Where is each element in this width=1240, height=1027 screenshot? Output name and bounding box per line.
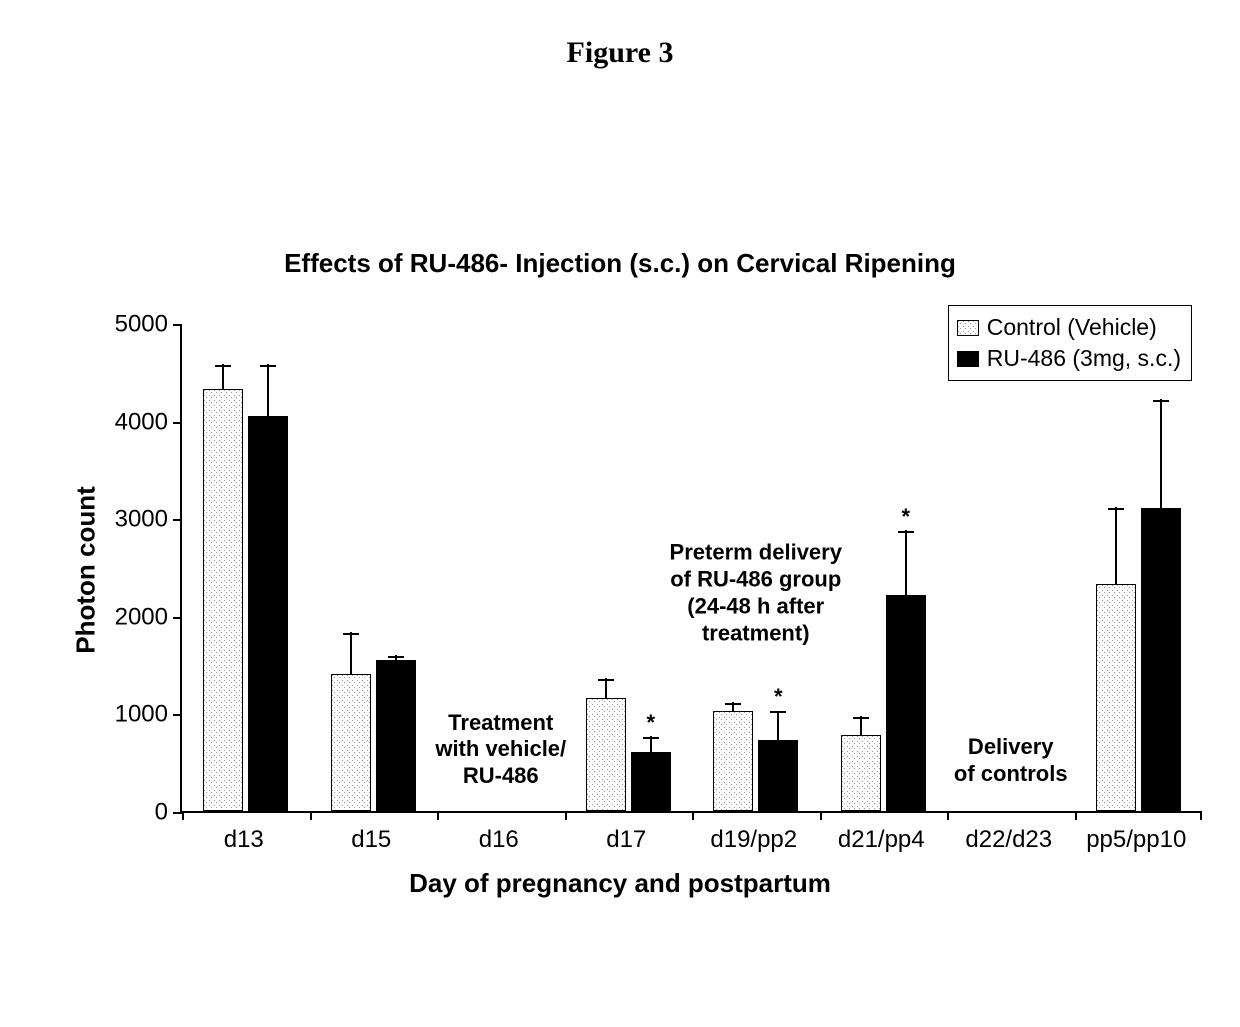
y-axis-title: Photon count [71,486,102,654]
bar-control [331,674,371,811]
legend-swatch [957,351,979,367]
error-cap [898,531,914,533]
y-tick-label: 4000 [115,408,168,436]
plot-area: * * * Treatmentwith vehicle/RU-486 Preterm d… [180,325,1200,813]
x-axis-title: Day of pregnancy and postpartum [0,868,1240,899]
bar-treatment [376,660,416,811]
y-tick [173,617,182,619]
figure-number: Figure 3 [0,36,1240,70]
x-tick [565,811,567,820]
x-tick-label: d17 [606,826,646,854]
error-bar [350,632,352,674]
bar-treatment [1141,508,1181,811]
significance-star: * [646,710,655,736]
y-tick-label: 0 [155,798,168,826]
x-tick [437,811,439,820]
y-tick-label: 5000 [115,310,168,338]
error-bar [267,364,269,416]
y-tick [173,714,182,716]
bar-control [586,698,626,811]
x-tick-label: d16 [479,826,519,854]
bar-control [713,711,753,811]
error-bar [222,364,224,389]
x-tick [1200,811,1202,820]
x-tick [182,811,184,820]
x-tick [947,811,949,820]
bar-control [1096,584,1136,811]
x-tick-label: d13 [224,826,264,854]
y-tick [173,519,182,521]
x-tick-label: pp5/pp10 [1086,826,1186,854]
page-root: Figure 3 Effects of RU-486- Injection (s… [0,0,1240,1027]
bar-treatment [758,740,798,811]
error-cap [388,656,404,658]
legend-swatch [957,320,979,336]
error-bar [905,530,907,595]
x-tick-label: d19/pp2 [710,826,797,854]
legend-item: RU-486 (3mg, s.c.) [957,343,1181,374]
error-cap [770,711,786,713]
legend: Control (Vehicle)RU-486 (3mg, s.c.) [948,305,1192,381]
bar-treatment [248,416,288,811]
error-cap [215,365,231,367]
y-tick [173,422,182,424]
y-tick [173,812,182,814]
bar-treatment [631,752,671,811]
bar-control [203,389,243,811]
error-cap [1153,400,1169,402]
chart-title: Effects of RU-486- Injection (s.c.) on C… [0,248,1240,279]
bar-control [841,735,881,811]
x-tick [820,811,822,820]
annotation: Preterm deliveryof RU-486 group(24-48 h … [670,540,842,647]
error-cap [725,703,741,705]
error-cap [643,737,659,739]
x-tick-label: d22/d23 [965,826,1052,854]
significance-star: * [774,684,783,710]
y-tick-label: 2000 [115,603,168,631]
x-tick [692,811,694,820]
annotation: Treatmentwith vehicle/RU-486 [435,709,566,789]
legend-item: Control (Vehicle) [957,312,1181,343]
error-cap [343,633,359,635]
error-cap [260,365,276,367]
significance-star: * [901,504,910,530]
legend-label: RU-486 (3mg, s.c.) [987,343,1181,374]
error-cap [853,717,869,719]
error-bar [777,711,779,740]
y-tick-label: 1000 [115,701,168,729]
x-tick [310,811,312,820]
x-tick [1075,811,1077,820]
legend-label: Control (Vehicle) [987,312,1157,343]
error-cap [598,679,614,681]
annotation: Deliveryof controls [954,734,1068,788]
y-tick [173,324,182,326]
error-bar [1160,399,1162,508]
error-bar [1115,507,1117,583]
x-tick-label: d21/pp4 [838,826,925,854]
bar-treatment [886,595,926,811]
error-cap [1108,508,1124,510]
x-tick-label: d15 [351,826,391,854]
y-tick-label: 3000 [115,506,168,534]
